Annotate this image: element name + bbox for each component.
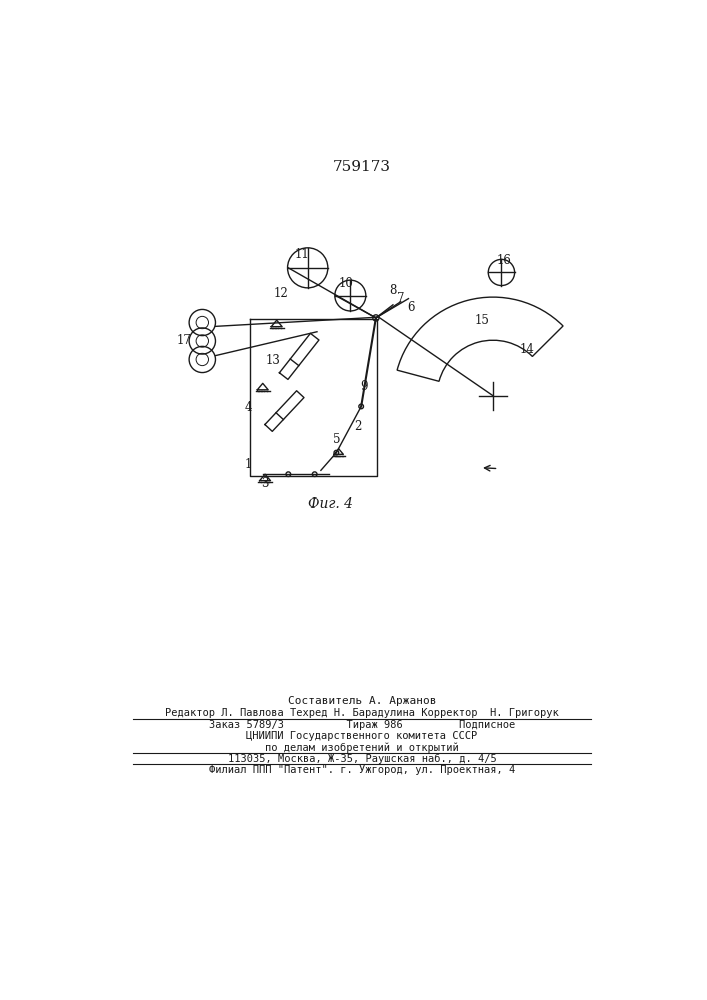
Text: 14: 14	[520, 343, 534, 356]
Text: 9: 9	[361, 380, 368, 393]
Text: Заказ 5789/3          Тираж 986         Подписное: Заказ 5789/3 Тираж 986 Подписное	[209, 720, 515, 730]
Text: 4: 4	[245, 401, 252, 414]
Text: Составитель А. Аржанов: Составитель А. Аржанов	[288, 696, 436, 706]
Text: 1: 1	[245, 458, 252, 471]
Text: 13: 13	[265, 354, 280, 367]
Text: 8: 8	[390, 284, 397, 297]
Text: 16: 16	[496, 254, 511, 267]
Text: 6: 6	[407, 301, 414, 314]
Text: Фиг. 4: Фиг. 4	[308, 497, 354, 511]
Text: Редактор Л. Павлова Техред Н. Барадулина Корректор  Н. Григорук: Редактор Л. Павлова Техред Н. Барадулина…	[165, 708, 559, 718]
Text: 12: 12	[273, 287, 288, 300]
Text: ЦНИИПИ Государственного комитета СССР: ЦНИИПИ Государственного комитета СССР	[246, 731, 477, 741]
Text: Филиал ППП "Патент". г. Ужгород, ул. Проектная, 4: Филиал ППП "Патент". г. Ужгород, ул. Про…	[209, 765, 515, 775]
Text: 10: 10	[339, 277, 354, 290]
Text: 3: 3	[262, 477, 269, 490]
Text: 7: 7	[397, 292, 404, 305]
Text: 17: 17	[177, 334, 192, 347]
Text: 759173: 759173	[333, 160, 391, 174]
Text: 2: 2	[354, 420, 362, 433]
Text: 11: 11	[294, 248, 309, 261]
Text: 15: 15	[474, 314, 489, 327]
Text: 5: 5	[332, 433, 340, 446]
Text: по делам изобретений и открытий: по делам изобретений и открытий	[265, 742, 459, 753]
Text: 113035, Москва, Ж-35, Раушская наб., д. 4/5: 113035, Москва, Ж-35, Раушская наб., д. …	[228, 754, 496, 764]
